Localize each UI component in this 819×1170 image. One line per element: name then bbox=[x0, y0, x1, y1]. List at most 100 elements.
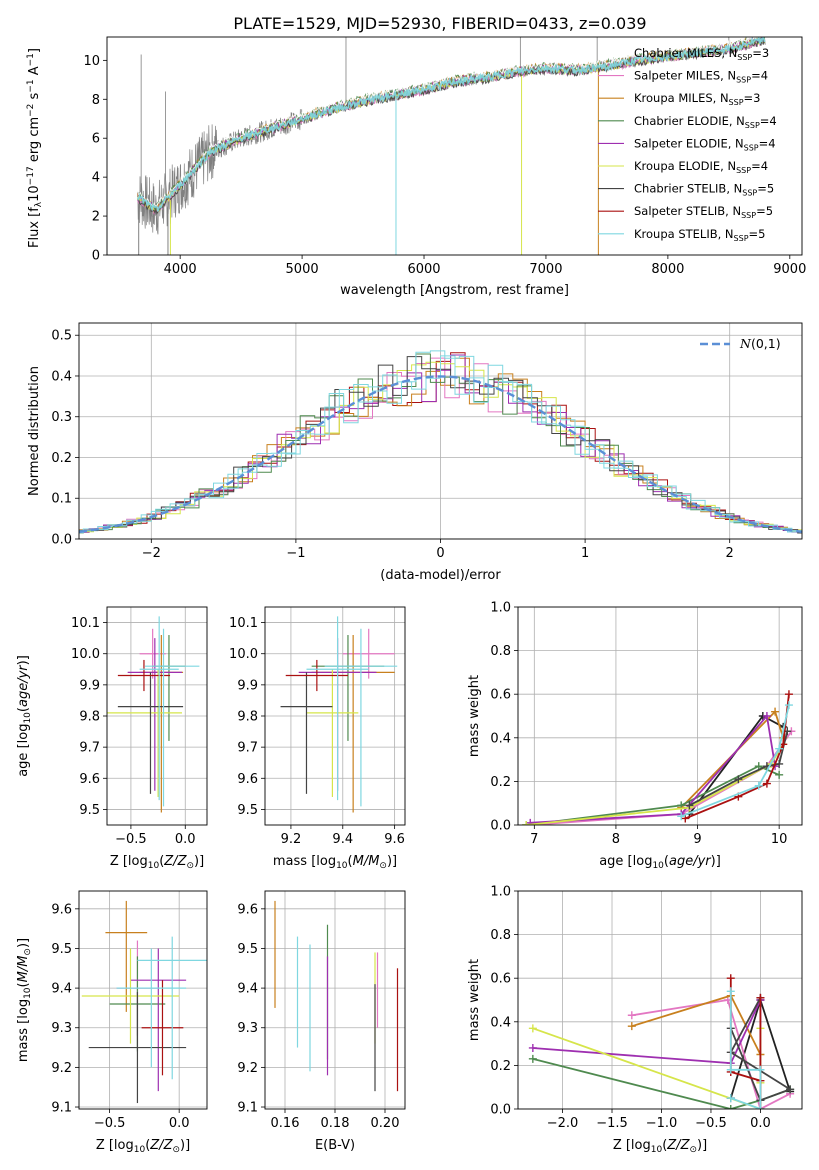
y-tick-label: 0.3 bbox=[51, 410, 72, 425]
x-axis-label: mass [log10(M/M⊙)] bbox=[273, 854, 397, 871]
x-tick-label: −2.0 bbox=[547, 1116, 579, 1131]
legend-label-sub: SSP bbox=[736, 76, 751, 85]
y-tick-label: 1.0 bbox=[490, 601, 511, 616]
errorbar-point bbox=[324, 628, 398, 807]
x-tick-label: 1 bbox=[581, 546, 589, 561]
axes-frame bbox=[264, 606, 406, 826]
weight-marker bbox=[756, 993, 765, 1002]
legend-label-sub: SSP bbox=[737, 53, 752, 62]
y-tick-label: 0 bbox=[92, 249, 100, 264]
weight-marker bbox=[734, 775, 743, 784]
label-part: −17 bbox=[26, 166, 36, 185]
errorbar-point bbox=[116, 948, 187, 1068]
label-part: Z/Z bbox=[666, 1138, 690, 1153]
weight-marker bbox=[726, 987, 735, 996]
weight-series-line bbox=[680, 704, 790, 818]
y-tick-label: 9.3 bbox=[51, 1021, 72, 1036]
y-tick-label: 10.1 bbox=[229, 616, 258, 631]
errorbar-point bbox=[141, 980, 184, 1076]
label-part: 10 bbox=[148, 861, 160, 871]
y-tick-label: 10 bbox=[83, 54, 100, 69]
y-axis-label: mass weight bbox=[467, 675, 482, 757]
y-tick-label: 0.5 bbox=[51, 329, 72, 344]
weight-marker bbox=[756, 1105, 765, 1109]
y-axis-label: Normed distribution bbox=[27, 366, 42, 496]
legend-label-sub: SSP bbox=[734, 234, 749, 243]
y-tick-label: 0.8 bbox=[490, 644, 511, 659]
y-tick-label: 9.6 bbox=[237, 772, 258, 787]
weight-series-line bbox=[532, 999, 762, 1101]
y-tick-label: 9.3 bbox=[237, 1021, 258, 1036]
label-part: ( bbox=[145, 1138, 150, 1153]
y-tick-label: 9.5 bbox=[79, 803, 100, 818]
label-part: 10 bbox=[652, 861, 664, 871]
legend-label: N(0,1) bbox=[739, 336, 781, 351]
errorbar-point bbox=[88, 992, 187, 1104]
x-tick-label: 10 bbox=[771, 832, 788, 847]
x-axis-label: age [log10(age/yr)] bbox=[599, 854, 721, 871]
plot-area bbox=[79, 891, 207, 1109]
y-axis-label: mass weight bbox=[467, 959, 482, 1041]
y-tick-label: 9.5 bbox=[237, 803, 258, 818]
legend-label-main: Salpeter STELIB, N bbox=[634, 204, 741, 218]
label-part: 10 bbox=[134, 1145, 146, 1155]
x-tick-label: 0.0 bbox=[169, 1116, 190, 1131]
legend-label-main: Chabrier STELIB, N bbox=[634, 182, 742, 196]
y-axis-label: mass [log10(M/M⊙)] bbox=[16, 938, 33, 1062]
errorbar-point bbox=[117, 672, 184, 794]
weight-marker bbox=[627, 1022, 636, 1031]
label-part: erg cm bbox=[27, 117, 42, 166]
weight-marker bbox=[528, 1054, 537, 1063]
y-tick-label: 9.1 bbox=[237, 1101, 258, 1116]
label-part: s bbox=[27, 92, 42, 103]
label-part: ⊙ bbox=[172, 1145, 180, 1155]
y-tick-label: 0.6 bbox=[490, 688, 511, 703]
y-tick-label: 0.4 bbox=[490, 731, 511, 746]
label-part: Z/Z bbox=[163, 854, 187, 869]
x-tick-label: −0.5 bbox=[94, 1116, 126, 1131]
label-part: M/M bbox=[16, 956, 31, 983]
label-part: ( bbox=[16, 982, 31, 987]
y-tick-label: 10.1 bbox=[71, 616, 100, 631]
y-tick-label: 0.0 bbox=[51, 533, 72, 548]
label-part: ⊙ bbox=[23, 948, 33, 956]
axes-frame bbox=[106, 36, 803, 256]
legend-label-main: Salpeter ELODIE, N bbox=[634, 136, 744, 150]
errorbar-point bbox=[139, 635, 184, 813]
weight-marker bbox=[775, 759, 784, 768]
weight-marker bbox=[526, 818, 535, 825]
weight-marker bbox=[677, 812, 686, 821]
histogram-series bbox=[79, 355, 802, 535]
legend-label-main: Kroupa MILES, N bbox=[634, 91, 729, 105]
y-tick-label: 9.6 bbox=[51, 902, 72, 917]
x-tick-label: 8000 bbox=[651, 262, 684, 277]
x-tick-label: 6000 bbox=[407, 262, 440, 277]
label-part: mass bbox=[273, 854, 311, 869]
label-part: Z/Z bbox=[149, 1138, 173, 1153]
errorbar-point bbox=[117, 659, 171, 692]
label-part: )] bbox=[16, 655, 31, 665]
errorbar-point bbox=[306, 616, 369, 801]
label-part: Z bbox=[110, 854, 123, 869]
weight-marker bbox=[522, 821, 531, 825]
label-part: Flux [f bbox=[27, 207, 42, 248]
weight-marker bbox=[786, 1085, 795, 1094]
x-axis-label: wavelength [Angstrom, rest frame] bbox=[340, 283, 569, 298]
label-part: ( bbox=[664, 854, 669, 869]
weight-series-line bbox=[532, 1027, 762, 1109]
y-tick-label: 9.6 bbox=[79, 772, 100, 787]
legend-label: Kroupa MILES, NSSP=3 bbox=[634, 91, 760, 107]
x-tick-label: 4000 bbox=[164, 262, 197, 277]
errorbar-point bbox=[311, 635, 395, 813]
legend-label-tail: =4 bbox=[760, 114, 777, 128]
label-part: A bbox=[27, 66, 42, 79]
weight-marker bbox=[726, 1105, 735, 1109]
x-axis-label: E(B-V) bbox=[315, 1138, 355, 1153]
label-part: −1 bbox=[26, 53, 36, 66]
plot-area bbox=[518, 607, 802, 825]
plot-area bbox=[518, 891, 802, 1109]
y-tick-label: 0.0 bbox=[490, 1103, 511, 1118]
legend-label-sub: SSP bbox=[729, 98, 744, 107]
